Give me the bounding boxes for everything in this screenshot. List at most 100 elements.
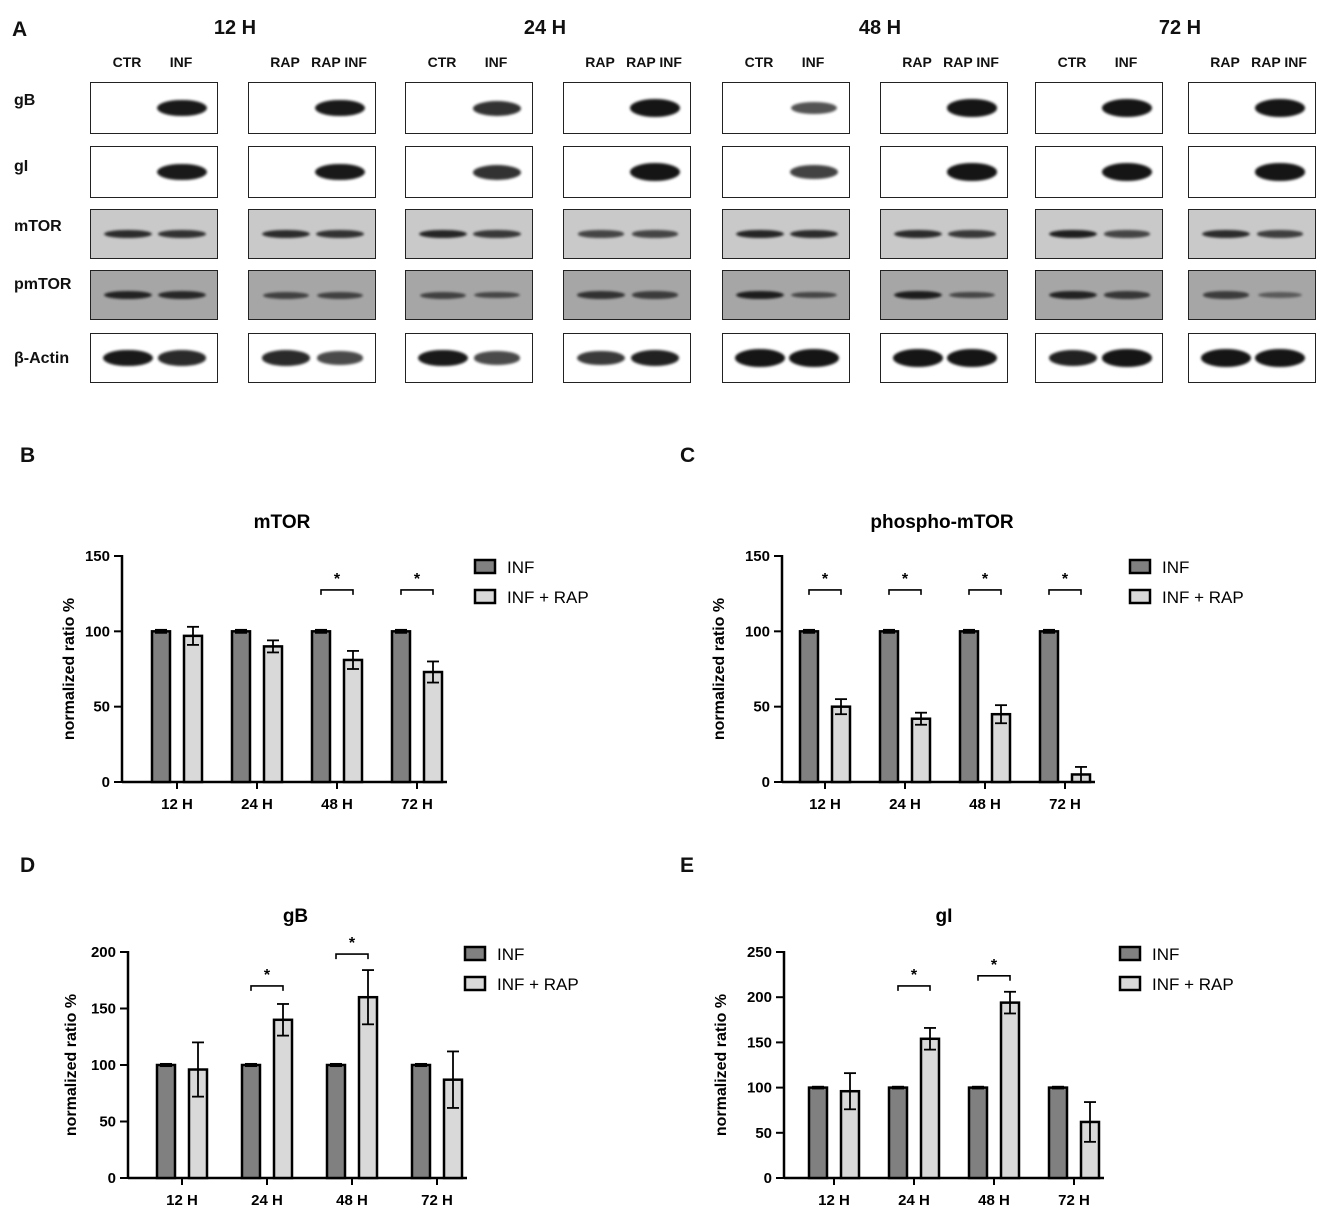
blot-strip (563, 333, 691, 383)
blot-lane-label: RAP (1210, 54, 1240, 70)
y-axis-label: normalized ratio % (711, 598, 728, 740)
blot-lane-label: CTR (744, 54, 774, 70)
blot-row-label: gI (14, 158, 29, 175)
blot-band (894, 230, 942, 238)
x-tick-label: 72 H (1049, 796, 1081, 813)
significance-bracket (320, 589, 354, 595)
blot-strip (90, 333, 218, 383)
blot-strip (880, 209, 1008, 259)
bar (240, 1063, 262, 1180)
x-tick-label: 72 H (401, 796, 433, 813)
blot-strip (248, 146, 376, 198)
blot-strip (722, 146, 850, 198)
blot-band (157, 99, 207, 117)
blot-timepoint-label: 48 H (858, 17, 902, 39)
bar (919, 1037, 941, 1180)
blot-timepoint-label: 12 H (213, 17, 257, 39)
blot-strip (248, 82, 376, 134)
blot-band (893, 349, 943, 367)
y-tick-label: 100 (747, 1080, 772, 1097)
blot-lane-label: RAP INF (943, 54, 999, 70)
blot-strip (1188, 333, 1316, 383)
chart-title: phospho-mTOR (870, 512, 1013, 533)
blot-band (1102, 99, 1152, 117)
blot-band (1255, 163, 1305, 181)
blot-band (630, 163, 680, 181)
blot-strip (1035, 333, 1163, 383)
blot-band (630, 99, 680, 117)
legend-label: INF (507, 558, 534, 577)
blot-band (948, 230, 996, 238)
blot-strip (563, 146, 691, 198)
blot-band (104, 230, 152, 238)
blot-band (158, 230, 206, 238)
bar (958, 630, 980, 784)
significance-bracket (888, 589, 922, 595)
blot-strip (880, 146, 1008, 198)
panel-letter-e: E (680, 854, 695, 877)
bar (807, 1086, 829, 1180)
blot-strip (405, 82, 533, 134)
blot-band (474, 291, 520, 299)
blot-band (1048, 349, 1098, 367)
significance-bracket (808, 589, 842, 595)
bar (310, 630, 332, 784)
chart-title: gB (283, 906, 308, 927)
bar (410, 1063, 432, 1180)
blot-band (947, 163, 997, 181)
blot-lane-label: INF (801, 54, 825, 70)
blot-band (261, 350, 311, 366)
blot-row-label: β-Actin (14, 350, 70, 367)
blot-lane-label: INF (484, 54, 508, 70)
legend-swatch (463, 975, 487, 992)
blot-strip (405, 270, 533, 320)
blot-band (418, 229, 468, 239)
y-tick-label: 0 (102, 774, 110, 791)
blot-band (577, 350, 625, 366)
y-tick-label: 250 (747, 944, 772, 961)
blot-band (157, 350, 207, 366)
bar (342, 658, 364, 784)
blot-strip (880, 270, 1008, 320)
blot-band (1202, 230, 1250, 238)
blot-strip (722, 270, 850, 320)
legend-label: INF (497, 945, 524, 964)
blot-strip (248, 333, 376, 383)
significance-bracket (400, 589, 434, 595)
blot-band (1102, 349, 1152, 367)
blot-lane-label: RAP INF (311, 54, 367, 70)
blot-strip (405, 209, 533, 259)
blot-band (315, 99, 365, 117)
blot-band (893, 290, 943, 300)
blot-band (631, 230, 679, 238)
panel-letter-b: B (20, 444, 36, 467)
x-tick-label: 24 H (889, 796, 921, 813)
y-tick-label: 0 (764, 1170, 772, 1187)
y-tick-label: 200 (91, 944, 116, 961)
bar (230, 630, 252, 784)
x-tick-label: 48 H (321, 796, 353, 813)
bar (1038, 630, 1060, 784)
mtor-bar-chart: mTOR normalized ratio % 0 50 100 150 12 H 24 H 4… (61, 512, 589, 813)
x-tick-label: 48 H (336, 1192, 368, 1209)
blot-band (1103, 291, 1151, 299)
blot-band (1048, 290, 1098, 300)
phospho-mtor-bar-chart: phospho-mTOR normalized ratio % 0 50 100 150 1… (711, 512, 1244, 813)
x-tick-label: 12 H (818, 1192, 850, 1209)
x-tick-label: 12 H (166, 1192, 198, 1209)
y-tick-label: 0 (762, 774, 770, 791)
blot-band (1103, 230, 1151, 238)
bar (325, 1063, 347, 1180)
y-axis-label: normalized ratio % (63, 994, 80, 1136)
x-tick-label: 12 H (809, 796, 841, 813)
blot-band (790, 101, 838, 115)
blot-strip (1035, 82, 1163, 134)
significance-star: * (1062, 571, 1069, 588)
blot-band (1255, 349, 1305, 367)
blot-band (735, 229, 785, 239)
legend-swatch (1128, 588, 1152, 605)
chart-title: mTOR (254, 512, 311, 533)
blot-band (316, 351, 364, 365)
bar (887, 1086, 909, 1180)
legend-label: INF (1162, 558, 1189, 577)
